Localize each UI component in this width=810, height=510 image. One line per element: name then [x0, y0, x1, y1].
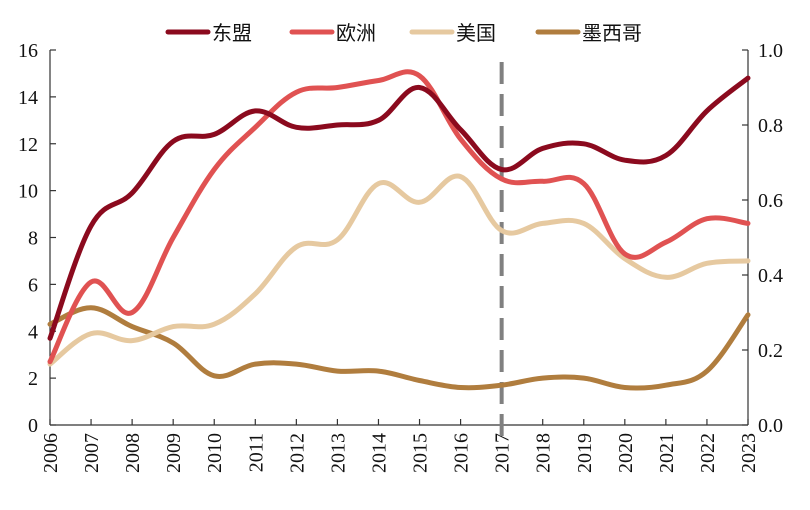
x-tick-label: 2015	[410, 433, 432, 473]
series-lines	[47, 69, 751, 391]
x-tick-label: 2006	[40, 433, 62, 473]
x-tick-label: 2012	[286, 433, 308, 473]
legend: 东盟 欧洲 美国 墨西哥	[165, 21, 642, 45]
y-tick-label-right: 0.8	[758, 115, 783, 137]
legend-label: 东盟	[212, 21, 252, 45]
x-tick-label: 2016	[451, 433, 473, 473]
y-tick-label-left: 4	[28, 321, 38, 343]
axes: 0 2 4 6 8 10 12 14 16 0.0 0.2 0.4 0.6 0.8 1.0 2006 2007 2…	[18, 40, 783, 473]
x-tick-label: 2019	[574, 433, 596, 473]
y-tick-label-right: 0.0	[758, 415, 783, 437]
x-tick-label: 2011	[245, 433, 267, 472]
y-tick-label-right: 0.4	[758, 265, 783, 287]
x-tick-label: 2007	[81, 433, 103, 473]
x-tick-label: 2020	[615, 433, 637, 473]
x-tick-label: 2017	[492, 433, 514, 473]
y-tick-label-left: 10	[18, 181, 38, 203]
series-line-0	[47, 75, 751, 341]
legend-label: 墨西哥	[582, 21, 642, 45]
y-tick-label-left: 6	[28, 274, 38, 296]
y-tick-label-right: 1.0	[758, 40, 783, 62]
x-tick-label: 2014	[368, 433, 390, 473]
x-tick-label: 2018	[533, 433, 555, 473]
x-tick-label: 2023	[738, 433, 760, 473]
legend-label: 美国	[456, 21, 496, 45]
legend-label: 欧洲	[336, 21, 376, 45]
x-tick-label: 2021	[656, 433, 678, 473]
series-line-2	[47, 173, 751, 367]
y-tick-label-left: 0	[28, 415, 38, 437]
y-tick-label-left: 8	[28, 228, 38, 250]
y-tick-label-left: 16	[18, 40, 38, 62]
x-tick-label: 2013	[327, 433, 349, 473]
y-tick-label-left: 14	[18, 87, 38, 109]
x-tick-label: 2009	[163, 433, 185, 473]
x-tick-label: 2008	[122, 433, 144, 473]
y-tick-label-right: 0.2	[758, 340, 783, 362]
x-tick-label: 2022	[697, 433, 719, 473]
y-tick-label-left: 2	[28, 368, 38, 390]
x-tick-label: 2010	[204, 433, 226, 473]
series-line-3	[47, 305, 751, 391]
y-tick-label-left: 12	[18, 134, 38, 156]
series-line-1	[47, 69, 751, 365]
y-tick-label-right: 0.6	[758, 190, 783, 212]
